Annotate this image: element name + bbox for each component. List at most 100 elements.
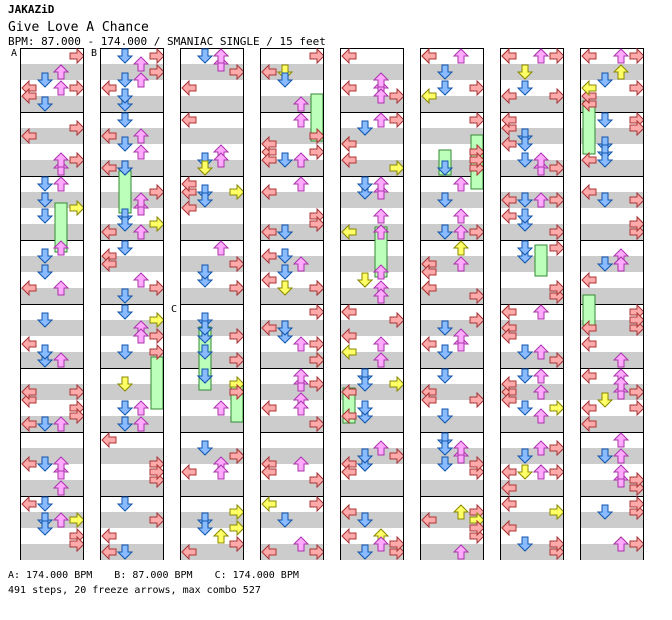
up-arrow-icon bbox=[372, 224, 390, 240]
beat-stripe bbox=[581, 544, 643, 560]
beat-stripe bbox=[181, 224, 243, 240]
up-arrow-icon bbox=[372, 112, 390, 128]
measure-line bbox=[581, 368, 643, 369]
down-arrow-icon bbox=[436, 456, 454, 472]
right-arrow-icon bbox=[549, 87, 563, 105]
beat-stripe bbox=[421, 384, 483, 400]
beat-stripe bbox=[581, 160, 643, 176]
up-arrow-icon bbox=[612, 536, 630, 552]
up-arrow-icon bbox=[372, 72, 390, 88]
down-arrow-icon bbox=[516, 152, 534, 168]
right-arrow-icon bbox=[309, 543, 323, 560]
measure-line bbox=[101, 48, 163, 49]
up-arrow-icon bbox=[52, 416, 70, 432]
left-arrow-icon bbox=[101, 223, 117, 241]
left-arrow-icon bbox=[341, 327, 357, 345]
beat-stripe bbox=[581, 96, 643, 112]
up-arrow-icon bbox=[612, 376, 630, 392]
right-arrow-icon bbox=[149, 48, 163, 65]
up-arrow-icon bbox=[612, 64, 630, 80]
measure-line bbox=[341, 496, 403, 497]
measure-line bbox=[341, 48, 403, 49]
left-arrow-icon bbox=[341, 527, 357, 545]
beat-stripe bbox=[341, 480, 403, 496]
left-arrow-icon bbox=[261, 319, 277, 337]
left-arrow-icon bbox=[261, 271, 277, 289]
measure-line bbox=[181, 368, 243, 369]
left-arrow-icon bbox=[261, 495, 277, 513]
beat-stripe bbox=[261, 352, 323, 368]
measure-line bbox=[341, 112, 403, 113]
right-arrow-icon bbox=[549, 191, 563, 209]
right-arrow-icon bbox=[149, 183, 163, 201]
right-arrow-icon bbox=[69, 383, 83, 401]
down-arrow-icon bbox=[516, 344, 534, 360]
left-arrow-icon bbox=[581, 151, 597, 169]
down-arrow-icon bbox=[436, 320, 454, 336]
beat-stripe bbox=[581, 128, 643, 144]
beat-stripe bbox=[181, 96, 243, 112]
beat-stripe bbox=[101, 320, 163, 336]
down-arrow-icon bbox=[116, 136, 134, 152]
beat-stripe bbox=[501, 352, 563, 368]
beat-stripe bbox=[341, 416, 403, 432]
up-arrow-icon bbox=[372, 88, 390, 104]
right-arrow-icon bbox=[549, 159, 563, 177]
left-arrow-icon bbox=[501, 87, 517, 105]
right-arrow-icon bbox=[629, 48, 643, 65]
measure-line bbox=[501, 432, 563, 433]
right-arrow-icon bbox=[629, 495, 643, 513]
up-arrow-icon bbox=[52, 240, 70, 256]
up-arrow-icon bbox=[292, 400, 310, 416]
down-arrow-icon bbox=[116, 496, 134, 512]
left-arrow-icon bbox=[21, 455, 37, 473]
down-arrow-icon bbox=[516, 368, 534, 384]
measure-line bbox=[261, 48, 323, 49]
beat-stripe bbox=[21, 128, 83, 144]
up-arrow-icon bbox=[372, 208, 390, 224]
beat-stripe bbox=[501, 480, 563, 496]
right-arrow-icon bbox=[469, 111, 483, 129]
right-arrow-icon bbox=[149, 327, 163, 345]
left-arrow-icon bbox=[501, 519, 517, 537]
left-arrow-icon bbox=[101, 527, 117, 545]
up-arrow-icon bbox=[132, 400, 150, 416]
beat-stripe bbox=[21, 448, 83, 464]
beat-stripe bbox=[21, 256, 83, 272]
right-arrow-icon bbox=[229, 503, 243, 521]
right-arrow-icon bbox=[229, 279, 243, 297]
arrow-layer bbox=[341, 48, 403, 560]
up-arrow-icon bbox=[532, 48, 550, 64]
down-arrow-icon bbox=[36, 312, 54, 328]
down-arrow-icon bbox=[276, 264, 294, 280]
down-arrow-icon bbox=[196, 48, 214, 64]
up-arrow-icon bbox=[532, 368, 550, 384]
bpm-legend: A: 174.000 BPM B: 87.000 BPM C: 174.000 BP… bbox=[8, 570, 321, 581]
beat-stripe bbox=[261, 256, 323, 272]
down-arrow-icon bbox=[196, 368, 214, 384]
down-arrow-icon bbox=[436, 64, 454, 80]
measure-line bbox=[261, 304, 323, 305]
beat-stripe bbox=[581, 288, 643, 304]
right-arrow-icon bbox=[629, 383, 643, 401]
down-arrow-icon bbox=[276, 280, 294, 296]
down-arrow-icon bbox=[116, 48, 134, 64]
left-arrow-icon bbox=[181, 79, 197, 97]
right-arrow-icon bbox=[469, 391, 483, 409]
right-arrow-icon bbox=[389, 87, 403, 105]
up-arrow-icon bbox=[452, 440, 470, 456]
measure-line bbox=[581, 304, 643, 305]
down-arrow-icon bbox=[516, 464, 534, 480]
measure-line bbox=[581, 432, 643, 433]
right-arrow-icon bbox=[549, 503, 563, 521]
beat-stripe bbox=[181, 256, 243, 272]
down-arrow-icon bbox=[116, 216, 134, 232]
measure-line bbox=[341, 240, 403, 241]
measure-line bbox=[181, 432, 243, 433]
beat-stripe bbox=[341, 64, 403, 80]
right-arrow-icon bbox=[389, 375, 403, 393]
beat-stripe bbox=[261, 448, 323, 464]
right-arrow-icon bbox=[149, 311, 163, 329]
right-arrow-icon bbox=[309, 279, 323, 297]
down-arrow-icon bbox=[36, 496, 54, 512]
